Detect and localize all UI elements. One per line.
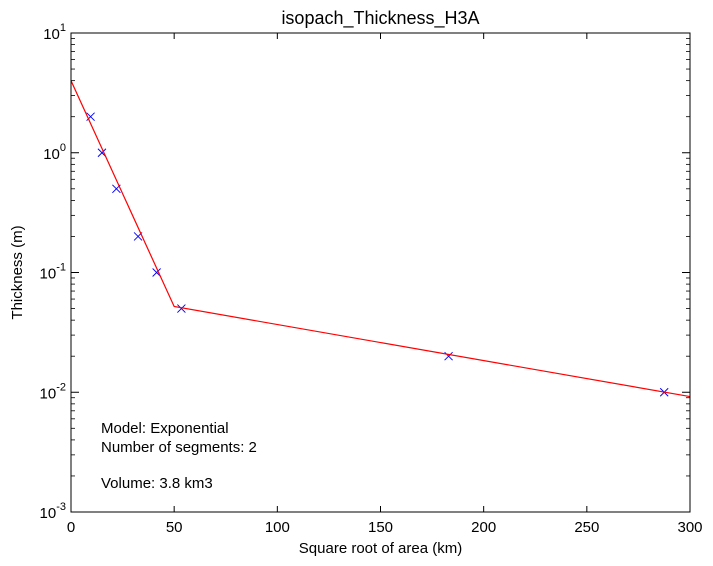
y-axis-label: Thickness (m): [9, 225, 26, 319]
axis-ticks: 0 50 100 150 200 250 300 10-3 10-2 10-1 100 101: [40, 22, 703, 536]
x-tick-label: 0: [67, 519, 75, 536]
y-tick-label: 10-2: [40, 381, 66, 402]
x-tick-label: 250: [574, 519, 599, 536]
plot-content: [71, 80, 690, 398]
chart-title: isopach_Thickness_H3A: [281, 8, 479, 29]
y-tick-label: 100: [43, 142, 66, 163]
x-tick-label: 100: [265, 519, 290, 536]
annotation-model: Model: Exponential: [101, 420, 229, 437]
y-tick-label: 10-1: [40, 262, 66, 283]
y-tick-label: 10-3: [40, 501, 66, 522]
x-axis-label: Square root of area (km): [299, 540, 462, 557]
x-tick-label: 300: [677, 519, 702, 536]
x-tick-label: 150: [368, 519, 393, 536]
annotations: Model: Exponential Number of segments: 2…: [101, 420, 257, 492]
data-point: [177, 304, 186, 313]
annotation-volume: Volume: 3.8 km3: [101, 475, 213, 492]
y-tick-label: 101: [43, 22, 66, 43]
data-point: [86, 112, 95, 122]
x-tick-label: 200: [471, 519, 496, 536]
fit-line: [71, 80, 690, 398]
x-tick-label: 50: [166, 519, 183, 536]
annotation-segments: Number of segments: 2: [101, 439, 257, 456]
